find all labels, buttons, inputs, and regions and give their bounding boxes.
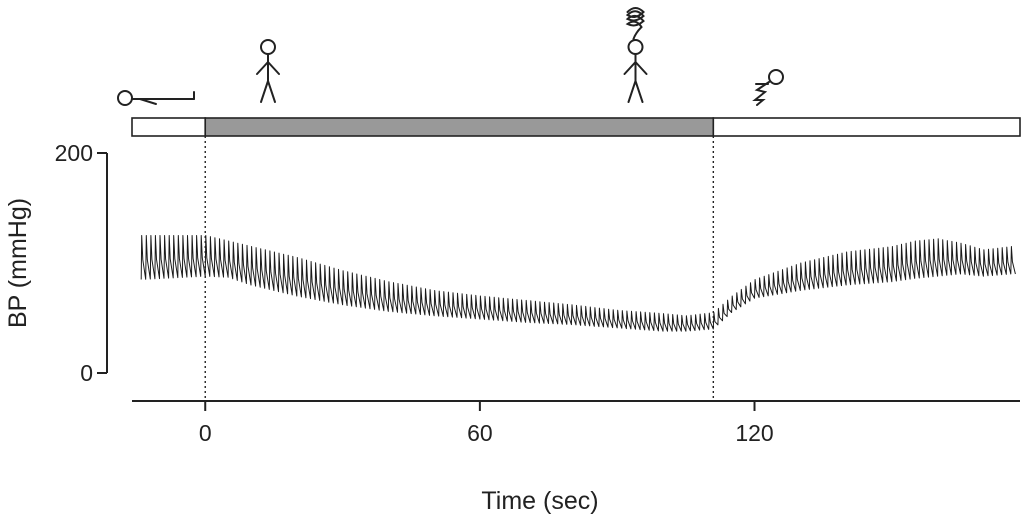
faint-head [768,69,784,85]
supine-head [117,90,133,106]
standing-person-icon-leg-l [260,80,269,103]
faint-body [752,81,770,106]
phase-segment-2 [712,117,1021,137]
y-tick-label-1: 200 [55,140,93,166]
presyncope-person-icon-head [627,39,644,55]
standing-person-icon-arm-r [267,61,280,75]
bp-waveform-line [140,235,1016,332]
phase-segment-1 [204,117,715,137]
presyncope-person-icon-leg-r [634,80,644,103]
x-tick-label-1: 60 [467,420,493,446]
presyncope-person-icon [623,7,648,103]
presyncope-person-icon-leg-l [627,80,637,103]
standing-person-icon [256,39,280,103]
presyncope-person-icon-arm-r [634,61,648,75]
supine-arm [139,98,157,105]
bp-trace [140,235,1016,332]
standing-person-icon-leg-r [267,80,276,103]
presyncope-person-icon-arm-l [623,61,637,75]
standing-person-icon-head [260,39,276,55]
dizziness-swirl-icon [625,7,645,40]
tilt-phase-bar [131,117,1021,137]
event-markers [204,136,715,401]
x-tick-label-0: 0 [199,420,212,446]
supine-person-icon [117,90,195,106]
x-axis-label: Time (sec) [481,487,598,515]
y-axis-label: BP (mmHg) [4,198,32,328]
y-tick-label-0: 0 [80,360,93,386]
fainting-person-icon [752,69,784,106]
phase-segment-0 [131,117,207,137]
position-icons [117,7,784,106]
axes: 0 60 120 0 200 [55,140,1020,446]
standing-person-icon-arm-l [256,61,269,75]
x-tick-label-2: 120 [735,420,773,446]
